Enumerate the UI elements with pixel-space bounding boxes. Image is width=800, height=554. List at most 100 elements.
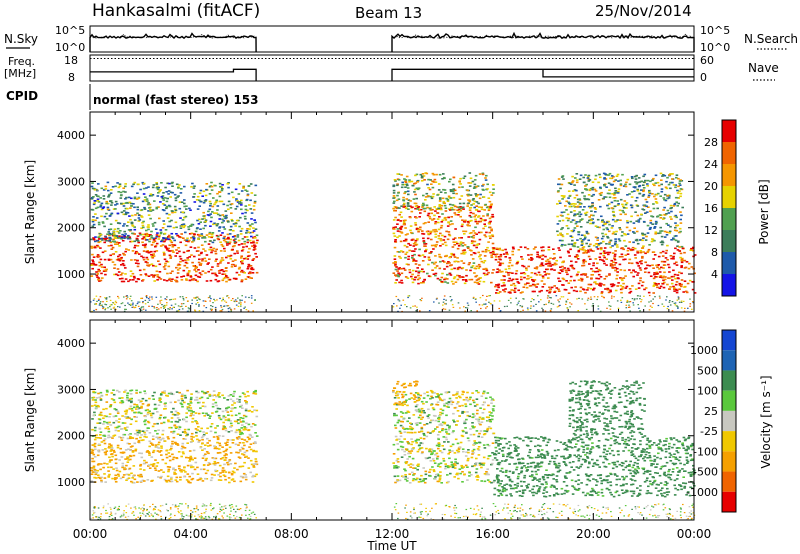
power-scatter-ground-cell <box>230 299 233 301</box>
vel-scatter-cell <box>143 423 147 426</box>
power-scatter-cell <box>511 250 514 253</box>
power-scatter-ground-cell <box>141 306 143 308</box>
power-scatter-cell <box>434 261 437 264</box>
power-scatter-cell <box>495 289 499 291</box>
power-scatter-cell <box>204 194 208 197</box>
power-scatter-cell <box>483 255 487 257</box>
vel-scatter-cell <box>108 461 112 463</box>
power-scatter-cell <box>502 282 506 284</box>
vel-scatter-cell <box>158 451 161 453</box>
power-scatter-cell <box>189 275 192 277</box>
power-scatter-ground-cell <box>558 301 560 303</box>
power-scatter-cell <box>440 276 444 279</box>
power-scatter-cell <box>96 198 100 201</box>
power-scatter-cell <box>165 207 168 210</box>
power-scatter-cell <box>678 190 681 192</box>
power-scatter-cell <box>637 265 640 267</box>
power-scatter-cell <box>90 198 94 200</box>
power-scatter-cell <box>247 231 251 234</box>
power-scatter-cell <box>394 216 397 219</box>
power-scatter-cell <box>108 240 111 242</box>
power-scatter-cell <box>110 204 113 206</box>
vel-scatter-cell <box>139 465 142 467</box>
power-scatter-cell <box>427 221 430 223</box>
power-scatter-cell <box>674 239 678 242</box>
vel-scatter-cell <box>183 428 187 431</box>
power-scatter-cell <box>577 231 580 233</box>
power-scatter-cell <box>648 264 652 267</box>
power-scatter-cell <box>584 174 587 176</box>
power-scatter-cell <box>400 174 403 176</box>
vel-scatter-cell <box>96 469 99 472</box>
power-scatter-cell <box>596 226 599 228</box>
power-scatter-cell <box>463 175 467 178</box>
power-scatter-ground-cell <box>393 303 395 305</box>
power-scatter-cell <box>122 260 125 262</box>
power-scatter-cell <box>193 201 197 203</box>
vel-scatter-cell <box>165 453 168 456</box>
power-scatter-ground-cell <box>129 298 131 300</box>
power-scatter-cell <box>163 268 167 270</box>
power-scatter-cell <box>90 275 94 277</box>
vel-scatter-cell <box>118 436 121 438</box>
power-scatter-cell <box>118 222 122 225</box>
power-scatter-ground-cell <box>632 304 635 306</box>
power-scatter-cell <box>652 292 655 294</box>
power-scatter-cell <box>392 207 395 210</box>
vel-scatter-cell <box>104 451 107 454</box>
vel-scatter-cell <box>228 446 232 449</box>
vel-scatter-cell <box>161 391 164 394</box>
power-scatter-ground-cell <box>451 304 454 306</box>
power-scatter-cell <box>94 213 97 215</box>
power-scatter-cell <box>414 182 418 184</box>
power-scatter-cell <box>452 176 456 179</box>
vel-scatter-cell <box>140 439 144 442</box>
power-scatter-ground-cell <box>629 310 631 312</box>
power-scatter-cell <box>476 194 480 196</box>
power-scatter-cell <box>553 291 556 293</box>
power-scatter-cell <box>633 254 637 256</box>
vel-scatter-cell <box>212 462 215 465</box>
power-scatter-cell <box>205 188 208 191</box>
power-scatter-cell <box>490 203 493 205</box>
power-scatter-cell <box>550 268 554 270</box>
power-scatter-cell <box>185 279 188 281</box>
power-scatter-cell <box>414 276 417 279</box>
vel-scatter-cell <box>246 390 249 393</box>
power-scatter-cell <box>650 240 654 243</box>
power-scatter-cell <box>569 205 573 208</box>
power-scatter-cell <box>169 255 173 258</box>
power-scatter-cell <box>254 228 258 230</box>
power-scatter-cell <box>246 228 249 230</box>
power-scatter-cell <box>441 178 444 180</box>
power-scatter-cell <box>453 189 457 192</box>
power-scatter-cell <box>394 240 397 243</box>
power-scatter-ground-cell <box>209 300 211 302</box>
power-scatter-cell <box>404 219 407 222</box>
power-scatter-cell <box>599 194 603 196</box>
power-scatter-cell <box>404 238 408 241</box>
power-scatter-cell <box>400 250 403 252</box>
power-scatter-cell <box>570 203 573 205</box>
power-scatter-cell <box>558 202 562 204</box>
power-scatter-cell <box>163 258 167 261</box>
vel-scatter-cell <box>94 477 98 479</box>
vel-scatter-cell <box>119 428 123 430</box>
power-scatter-cell <box>476 222 479 225</box>
power-scatter-cell <box>693 254 697 256</box>
power-scatter-cell <box>117 258 120 260</box>
power-scatter-cell <box>661 255 665 257</box>
power-scatter-cell <box>460 195 464 197</box>
power-scatter-cell <box>617 203 620 205</box>
power-scatter-cell <box>642 190 645 193</box>
power-scatter-cell <box>674 247 677 250</box>
power-scatter-cell <box>578 199 582 201</box>
power-scatter-cell <box>555 263 558 266</box>
power-scatter-ground-cell <box>550 297 552 299</box>
power-scatter-cell <box>600 247 603 249</box>
power-scatter-cell <box>204 220 207 223</box>
power-scatter-cell <box>90 238 93 241</box>
power-scatter-cell <box>167 190 171 192</box>
power-scatter-cell <box>648 228 652 230</box>
power-scatter-ground-cell <box>489 302 492 304</box>
